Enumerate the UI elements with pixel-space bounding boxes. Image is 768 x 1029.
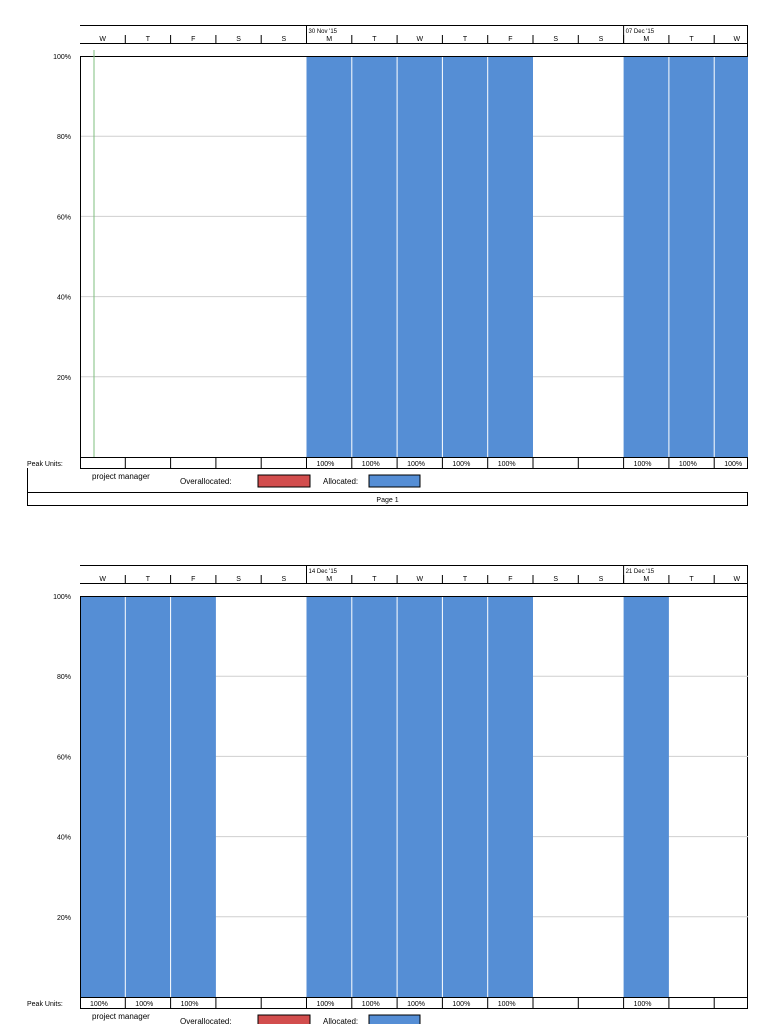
resource-name: project manager: [92, 1012, 150, 1021]
y-tick-label: 20%: [57, 375, 71, 382]
peak-units-value: 100%: [634, 461, 652, 468]
peak-units-label: Peak Units:: [27, 1001, 63, 1008]
peak-units-value: 100%: [498, 461, 516, 468]
resource-graph-page-1: 30 Nov '15 07 Dec '15 W T F S S M T W T F S S M T W 20% 40…: [27, 25, 760, 515]
peak-units-value: 100%: [407, 461, 425, 468]
y-tick-label: 60%: [57, 754, 71, 761]
day-label: T: [689, 36, 694, 43]
day-label: T: [146, 576, 151, 583]
day-label: S: [599, 36, 604, 43]
day-label: T: [372, 36, 377, 43]
week-label: 14 Dec '15: [309, 569, 338, 575]
allocated-bar: [397, 596, 443, 997]
legend-allocated-label: Allocated:: [323, 477, 358, 486]
peak-units-value: 100%: [634, 1001, 652, 1008]
day-label: S: [282, 36, 287, 43]
resource-name: project manager: [92, 472, 150, 481]
y-tick-label: 100%: [53, 594, 71, 601]
peak-units-value: 100%: [90, 1001, 108, 1008]
peak-units-value: 100%: [407, 1001, 425, 1008]
peak-units-value: 100%: [362, 461, 380, 468]
allocated-bar: [487, 596, 533, 997]
legend-overallocated-label: Overallocated:: [180, 477, 232, 486]
peak-units-value: 100%: [724, 461, 742, 468]
allocated-bar: [351, 56, 398, 457]
day-label: F: [508, 576, 512, 583]
allocated-bar: [397, 56, 443, 457]
day-label: T: [463, 36, 468, 43]
day-label: M: [326, 576, 332, 583]
peak-units-value: 100%: [181, 1001, 199, 1008]
day-label: F: [508, 36, 512, 43]
y-tick-label: 20%: [57, 915, 71, 922]
day-label: M: [643, 576, 649, 583]
y-tick-label: 80%: [57, 674, 71, 681]
y-tick-label: 40%: [57, 295, 71, 302]
allocated-bar: [306, 56, 352, 457]
week-label: 30 Nov '15: [309, 29, 338, 35]
y-tick-label: 100%: [53, 54, 71, 61]
day-label: W: [99, 36, 106, 43]
day-label: F: [191, 576, 195, 583]
day-label: F: [191, 36, 195, 43]
allocated-bar: [487, 56, 533, 457]
day-label: S: [282, 576, 287, 583]
resource-graph-page-2: 14 Dec '15 21 Dec '15 W T F S S M T W T F S S M T W 20% 40…: [27, 565, 748, 1028]
peak-units-value: 100%: [317, 1001, 335, 1008]
day-label: W: [734, 576, 741, 583]
peak-units-value: 100%: [317, 461, 335, 468]
day-label: W: [416, 576, 423, 583]
peak-units-value: 100%: [498, 1001, 516, 1008]
day-label: T: [463, 576, 468, 583]
legend-overallocated-label: Overallocated:: [180, 1017, 232, 1024]
allocated-bar: [668, 56, 715, 457]
allocated-bar: [623, 56, 669, 457]
legend-allocated-label: Allocated:: [323, 1017, 358, 1024]
allocated-bar: [714, 56, 760, 457]
legend-overallocated-swatch: [257, 474, 311, 488]
resource-graph-chart-2: 14 Dec '15 21 Dec '15 W T F S S M T W T F S S M T W 20% 40…: [27, 565, 748, 1028]
day-label: W: [416, 36, 423, 43]
peak-units-value: 100%: [135, 1001, 153, 1008]
allocated-bar: [80, 596, 126, 997]
peak-units-value: 100%: [452, 461, 470, 468]
day-label: S: [599, 576, 604, 583]
footer-box: [27, 492, 748, 506]
allocated-bar: [442, 596, 488, 997]
day-label: S: [236, 36, 241, 43]
day-label: T: [146, 36, 151, 43]
page-number: Page 1: [376, 497, 398, 504]
week-label: 21 Dec '15: [626, 569, 655, 575]
legend-allocated-swatch: [368, 474, 421, 488]
day-label: S: [236, 576, 241, 583]
day-label: M: [326, 36, 332, 43]
day-label: W: [99, 576, 106, 583]
week-label: 07 Dec '15: [626, 29, 655, 35]
day-label: T: [372, 576, 377, 583]
allocated-bar: [125, 596, 171, 997]
legend-allocated-swatch: [368, 1014, 421, 1028]
allocated-bar: [306, 596, 352, 997]
legend-overallocated-swatch: [257, 1014, 311, 1028]
day-label: S: [553, 576, 558, 583]
day-label: W: [734, 36, 741, 43]
day-label: T: [689, 576, 694, 583]
peak-units-value: 100%: [362, 1001, 380, 1008]
peak-units-label: Peak Units:: [27, 461, 63, 468]
allocated-bar: [442, 56, 488, 457]
day-label: S: [553, 36, 558, 43]
peak-units-value: 100%: [452, 1001, 470, 1008]
allocated-bar: [623, 596, 669, 997]
y-tick-label: 80%: [57, 134, 71, 141]
allocated-bar: [170, 596, 216, 997]
day-label: M: [643, 36, 649, 43]
y-tick-label: 60%: [57, 214, 71, 221]
peak-units-value: 100%: [679, 461, 697, 468]
resource-graph-chart-1: 30 Nov '15 07 Dec '15 W T F S S M T W T F S S M T W 20% 40…: [27, 25, 760, 506]
y-tick-label: 40%: [57, 835, 71, 842]
allocated-bar: [351, 596, 398, 997]
